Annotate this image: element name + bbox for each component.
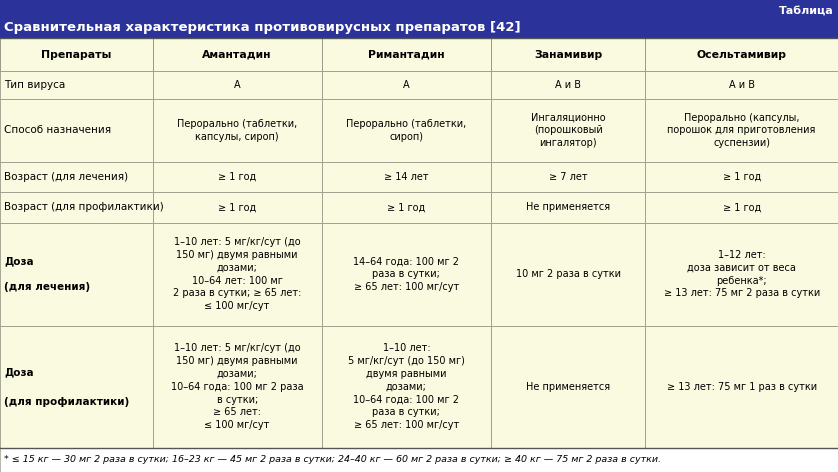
Bar (0, 326, 153, 448)
Bar (153, 38, 322, 71)
Text: А: А (403, 80, 410, 90)
Text: Перорально (таблетки,
сироп): Перорально (таблетки, сироп) (346, 119, 467, 142)
Text: Амантадин: Амантадин (203, 50, 272, 59)
Bar (0, 38, 153, 71)
Bar (491, 71, 645, 99)
Text: * ≤ 15 кг — 30 мг 2 раза в сутки; 16–23 кг — 45 мг 2 раза в сутки; 24–40 кг — 60: * ≤ 15 кг — 30 мг 2 раза в сутки; 16–23 … (4, 455, 661, 464)
Text: А и В: А и В (728, 80, 755, 90)
Text: 1–10 лет: 5 мг/кг/сут (до
150 мг) двумя равными
дозами;
10–64 года: 100 мг 2 раз: 1–10 лет: 5 мг/кг/сут (до 150 мг) двумя … (171, 344, 303, 430)
Bar (322, 71, 491, 99)
Bar (153, 99, 322, 162)
Bar (491, 99, 645, 162)
Text: (для профилактики): (для профилактики) (4, 396, 129, 406)
Bar (0, 71, 153, 99)
Text: Не применяется: Не применяется (526, 202, 610, 212)
Bar (491, 162, 645, 192)
Bar (645, 99, 838, 162)
Bar (153, 223, 322, 326)
Text: А и В: А и В (555, 80, 582, 90)
Text: ≥ 1 год: ≥ 1 год (722, 202, 761, 212)
Text: Препараты: Препараты (41, 50, 111, 59)
Text: ≥ 1 год: ≥ 1 год (218, 202, 256, 212)
Bar (0, 448, 838, 472)
Text: Ингаляционно
(порошковый
ингалятор): Ингаляционно (порошковый ингалятор) (530, 113, 606, 148)
Bar (645, 223, 838, 326)
Text: Доза: Доза (4, 367, 34, 377)
Text: Перорально (капсулы,
порошок для приготовления
суспензии): Перорально (капсулы, порошок для пригото… (667, 113, 816, 148)
Text: ≥ 1 год: ≥ 1 год (722, 172, 761, 182)
Text: Доза: Доза (4, 257, 34, 267)
Bar (0, 192, 153, 223)
Text: (для лечения): (для лечения) (4, 282, 91, 292)
Text: 10 мг 2 раза в сутки: 10 мг 2 раза в сутки (515, 269, 621, 279)
Bar (0, 223, 153, 326)
Text: ≥ 1 год: ≥ 1 год (218, 172, 256, 182)
Text: Не применяется: Не применяется (526, 382, 610, 392)
Bar (645, 162, 838, 192)
Bar (322, 162, 491, 192)
Bar (322, 326, 491, 448)
Text: 14–64 года: 100 мг 2
раза в сутки;
≥ 65 лет: 100 мг/сут: 14–64 года: 100 мг 2 раза в сутки; ≥ 65 … (354, 256, 459, 292)
Bar (491, 326, 645, 448)
Bar (645, 71, 838, 99)
Text: 1–10 лет:
5 мг/кг/сут (до 150 мг)
двумя равными
дозами;
10–64 года: 100 мг 2
раз: 1–10 лет: 5 мг/кг/сут (до 150 мг) двумя … (348, 344, 465, 430)
Text: А: А (234, 80, 241, 90)
Bar (153, 326, 322, 448)
Bar (153, 71, 322, 99)
Bar (645, 192, 838, 223)
Bar (645, 326, 838, 448)
Bar (0, 99, 153, 162)
Bar (322, 99, 491, 162)
Text: Способ назначения: Способ назначения (4, 126, 111, 135)
Text: ≥ 1 год: ≥ 1 год (387, 202, 426, 212)
Bar (322, 223, 491, 326)
Bar (491, 38, 645, 71)
Text: Тип вируса: Тип вируса (4, 80, 65, 90)
Text: Римантадин: Римантадин (368, 50, 445, 59)
Text: Таблица: Таблица (779, 6, 834, 16)
Bar (322, 192, 491, 223)
Text: 1–12 лет:
доза зависит от веса
ребенка*;
≥ 13 лет: 75 мг 2 раза в сутки: 1–12 лет: доза зависит от веса ребенка*;… (664, 250, 820, 298)
Bar (153, 192, 322, 223)
Bar (0, 162, 153, 192)
Text: ≥ 13 лет: 75 мг 1 раз в сутки: ≥ 13 лет: 75 мг 1 раз в сутки (666, 382, 817, 392)
Text: ≥ 7 лет: ≥ 7 лет (549, 172, 587, 182)
Bar (491, 192, 645, 223)
Bar (153, 162, 322, 192)
Text: Занамивир: Занамивир (534, 50, 603, 59)
Text: Сравнительная характеристика противовирусных препаратов [42]: Сравнительная характеристика противовиру… (4, 21, 520, 34)
Text: 1–10 лет: 5 мг/кг/сут (до
150 мг) двумя равными
дозами;
10–64 лет: 100 мг
2 раза: 1–10 лет: 5 мг/кг/сут (до 150 мг) двумя … (173, 237, 302, 311)
Bar (0, 0, 838, 38)
Text: Перорально (таблетки,
капсулы, сироп): Перорально (таблетки, капсулы, сироп) (177, 119, 297, 142)
Bar (322, 38, 491, 71)
Text: ≥ 14 лет: ≥ 14 лет (384, 172, 429, 182)
Bar (491, 223, 645, 326)
Text: Возраст (для профилактики): Возраст (для профилактики) (4, 202, 163, 212)
Text: Осельтамивир: Осельтамивир (696, 50, 787, 59)
Bar (645, 38, 838, 71)
Text: Возраст (для лечения): Возраст (для лечения) (4, 172, 128, 182)
